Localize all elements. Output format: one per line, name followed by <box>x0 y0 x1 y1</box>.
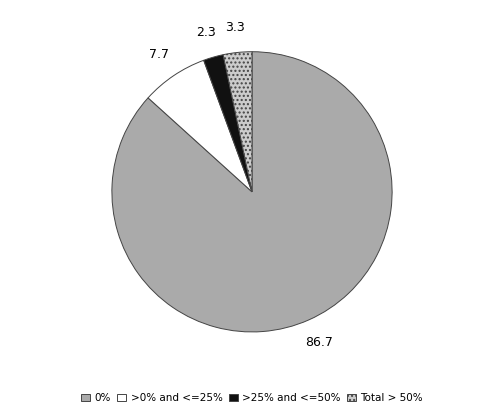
Text: 2.3: 2.3 <box>197 26 216 40</box>
Wedge shape <box>204 55 252 192</box>
Text: 7.7: 7.7 <box>150 48 169 61</box>
Legend: 0%, >0% and <=25%, >25% and <=50%, Total > 50%: 0%, >0% and <=25%, >25% and <=50%, Total… <box>77 389 427 407</box>
Wedge shape <box>223 52 252 192</box>
Text: 3.3: 3.3 <box>225 21 245 34</box>
Text: 86.7: 86.7 <box>305 337 333 349</box>
Wedge shape <box>148 60 252 192</box>
Wedge shape <box>112 52 392 332</box>
